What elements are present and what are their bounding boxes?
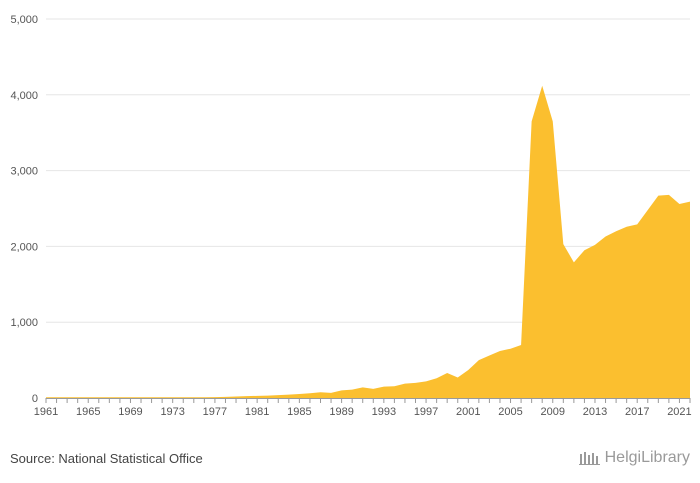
y-tick-label: 4,000 (10, 90, 38, 102)
x-tick-label: 1965 (76, 406, 100, 418)
x-tick-label: 1977 (203, 406, 227, 418)
x-tick-label: 1997 (414, 406, 438, 418)
x-tick-label: 2013 (583, 406, 607, 418)
y-tick-label: 2,000 (10, 241, 38, 253)
x-tick-label: 1989 (329, 406, 353, 418)
y-axis: 0 1,000 2,000 3,000 4,000 5,000 (10, 14, 38, 405)
series-area (46, 85, 690, 398)
x-tick-label: 2005 (498, 406, 522, 418)
logo-text: HelgiLibrary (604, 449, 690, 466)
x-tick-label: 1973 (160, 406, 184, 418)
x-tick-label: 1981 (245, 406, 269, 418)
x-axis: 1961 1965 1969 1973 1977 1981 1985 1989 1993 1997… (34, 398, 692, 418)
x-tick-label: 2021 (667, 406, 691, 418)
x-tick-label: 2017 (625, 406, 649, 418)
x-tick-label: 1969 (118, 406, 142, 418)
source-note: Source: National Statistical Office (10, 451, 203, 466)
y-tick-label: 1,000 (10, 317, 38, 329)
y-tick-label: 0 (32, 393, 38, 405)
x-tick-label: 2009 (541, 406, 565, 418)
helgilibrary-logo[interactable]: HelgiLibrary (578, 449, 690, 467)
y-tick-label: 3,000 (10, 166, 38, 178)
library-icon (578, 452, 600, 465)
y-tick-label: 5,000 (10, 14, 38, 26)
x-tick-label: 1961 (34, 406, 58, 418)
x-tick-label: 1993 (372, 406, 396, 418)
x-tick-label: 2001 (456, 406, 480, 418)
x-tick-label: 1985 (287, 406, 311, 418)
